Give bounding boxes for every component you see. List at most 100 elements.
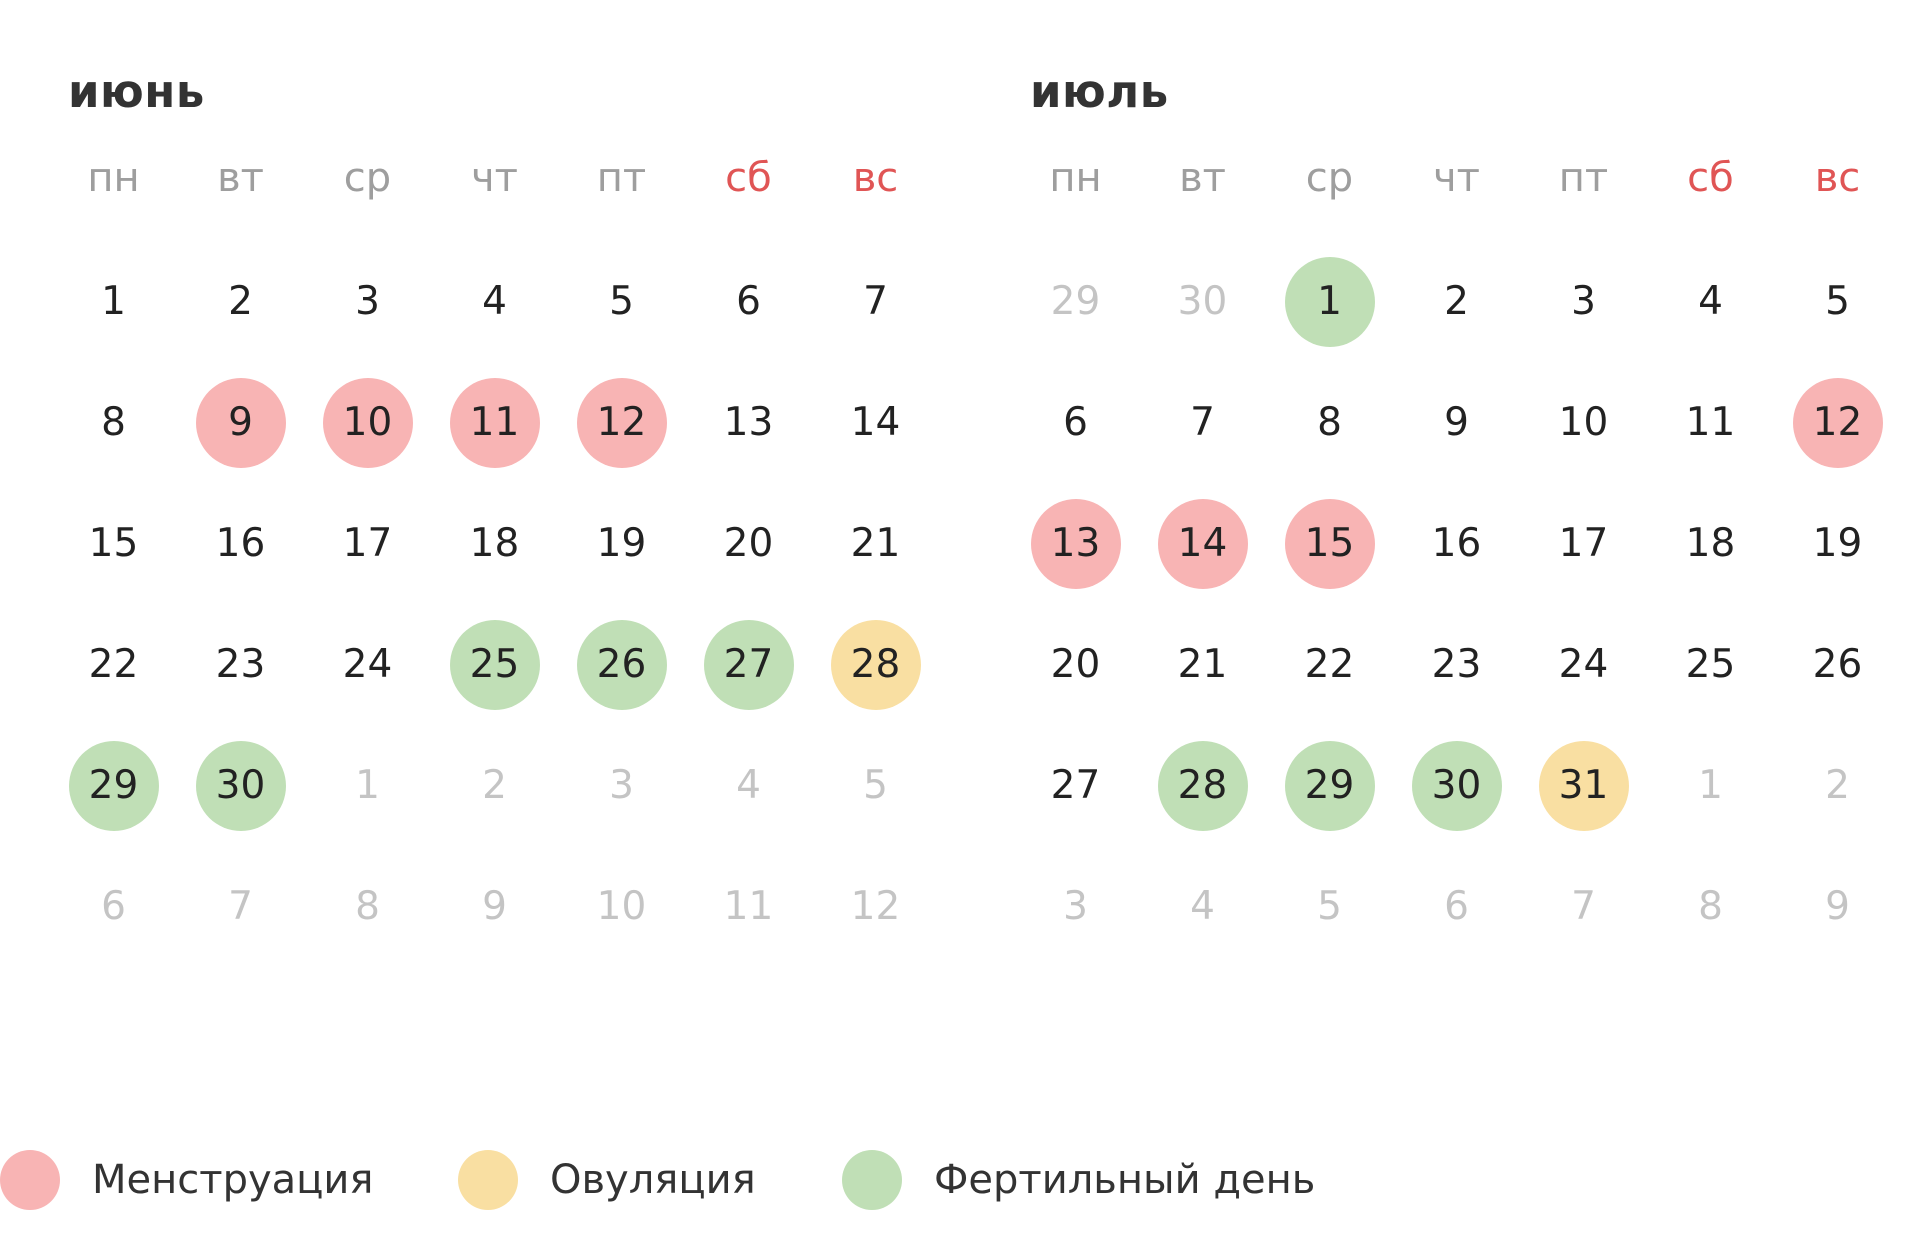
calendar-day[interactable]: 11 [1647,362,1774,483]
calendar-day-fertile[interactable]: 29 [50,725,177,846]
calendar-day[interactable]: 22 [50,604,177,725]
calendar-day[interactable]: 17 [1520,483,1647,604]
calendar-day-fertile[interactable]: 26 [558,604,685,725]
calendar-day[interactable]: 18 [1647,483,1774,604]
calendar-day[interactable]: 5 [1774,241,1901,362]
calendar-day[interactable]: 22 [1266,604,1393,725]
calendar-day-other-month[interactable]: 1 [1647,725,1774,846]
calendar-day-menstruation[interactable]: 10 [304,362,431,483]
calendar-day-other-month[interactable]: 3 [1012,846,1139,967]
calendar-day[interactable]: 16 [177,483,304,604]
day-number: 30 [1411,740,1502,831]
day-number: 16 [215,521,266,566]
calendar-day[interactable]: 10 [1520,362,1647,483]
calendar-day[interactable]: 19 [1774,483,1901,604]
calendar-day-other-month[interactable]: 8 [1647,846,1774,967]
calendar-day[interactable]: 8 [1266,362,1393,483]
calendar-day[interactable]: 23 [1393,604,1520,725]
calendar-day[interactable]: 24 [1520,604,1647,725]
calendar-day[interactable]: 21 [1139,604,1266,725]
calendar-day-fertile[interactable]: 30 [177,725,304,846]
day-number: 23 [215,642,266,687]
calendar-day[interactable]: 14 [812,362,939,483]
day-number: 18 [469,521,520,566]
calendar-day-other-month[interactable]: 9 [1774,846,1901,967]
calendar-day[interactable]: 7 [1139,362,1266,483]
calendar-day-other-month[interactable]: 8 [304,846,431,967]
calendar-day-other-month[interactable]: 4 [1139,846,1266,967]
calendar-day-other-month[interactable]: 2 [431,725,558,846]
calendar-day[interactable]: 15 [50,483,177,604]
calendar-day[interactable]: 24 [304,604,431,725]
calendar-day[interactable]: 5 [558,241,685,362]
calendar-day-fertile[interactable]: 29 [1266,725,1393,846]
calendar-day-menstruation[interactable]: 15 [1266,483,1393,604]
calendar-day-other-month[interactable]: 12 [812,846,939,967]
calendar-day[interactable]: 3 [304,241,431,362]
calendar-day-fertile[interactable]: 1 [1266,241,1393,362]
calendar-day[interactable]: 21 [812,483,939,604]
day-number: 15 [1284,498,1375,589]
calendar-day-menstruation[interactable]: 12 [1774,362,1901,483]
weekday-label-weekend: сб [1687,155,1734,201]
calendar-day[interactable]: 18 [431,483,558,604]
calendar-day-other-month[interactable]: 30 [1139,241,1266,362]
calendar-day[interactable]: 27 [1012,725,1139,846]
day-number: 6 [1063,400,1088,445]
calendar-day-other-month[interactable]: 10 [558,846,685,967]
calendar-day-other-month[interactable]: 5 [812,725,939,846]
calendar-day-fertile[interactable]: 28 [1139,725,1266,846]
day-number: 12 [850,884,901,929]
weekday-label: пт [1558,155,1609,201]
calendar-day-menstruation[interactable]: 9 [177,362,304,483]
calendar-day[interactable]: 20 [685,483,812,604]
calendar-day-menstruation[interactable]: 14 [1139,483,1266,604]
calendar-day[interactable]: 20 [1012,604,1139,725]
calendar-day[interactable]: 6 [685,241,812,362]
calendar-day-other-month[interactable]: 11 [685,846,812,967]
calendar-day[interactable]: 25 [1647,604,1774,725]
calendar-day[interactable]: 2 [177,241,304,362]
day-number: 3 [1571,279,1596,324]
calendar-day[interactable]: 4 [431,241,558,362]
day-number: 6 [101,884,126,929]
calendar-day-other-month[interactable]: 6 [1393,846,1520,967]
calendar-day-other-month[interactable]: 5 [1266,846,1393,967]
day-grid: 29 30 1 2 3 4 5 6 7 8 9 10 11 12 13 14 15 16 17 18 19 20 21 22 2… [1012,241,1901,967]
calendar-day-ovulation[interactable]: 31 [1520,725,1647,846]
day-number: 16 [1431,521,1482,566]
calendar-day[interactable]: 19 [558,483,685,604]
calendar-day-other-month[interactable]: 2 [1774,725,1901,846]
calendar-day-other-month[interactable]: 4 [685,725,812,846]
day-number: 27 [1050,763,1101,808]
calendar-day-menstruation[interactable]: 13 [1012,483,1139,604]
calendar-day[interactable]: 9 [1393,362,1520,483]
calendar-day[interactable]: 7 [812,241,939,362]
calendar-day[interactable]: 8 [50,362,177,483]
calendar-day-other-month[interactable]: 7 [177,846,304,967]
calendar-day[interactable]: 6 [1012,362,1139,483]
day-number: 23 [1431,642,1482,687]
calendar-day-other-month[interactable]: 7 [1520,846,1647,967]
calendar-day[interactable]: 4 [1647,241,1774,362]
calendar-day-other-month[interactable]: 9 [431,846,558,967]
calendar-day[interactable]: 23 [177,604,304,725]
calendar-day[interactable]: 16 [1393,483,1520,604]
calendar-day-fertile[interactable]: 27 [685,604,812,725]
calendar-day-other-month[interactable]: 29 [1012,241,1139,362]
calendar-day-other-month[interactable]: 1 [304,725,431,846]
day-number: 1 [1698,763,1723,808]
calendar-day[interactable]: 26 [1774,604,1901,725]
calendar-day-fertile[interactable]: 25 [431,604,558,725]
calendar-day[interactable]: 1 [50,241,177,362]
calendar-day[interactable]: 3 [1520,241,1647,362]
calendar-day-ovulation[interactable]: 28 [812,604,939,725]
calendar-day-fertile[interactable]: 30 [1393,725,1520,846]
calendar-day[interactable]: 2 [1393,241,1520,362]
calendar-day-menstruation[interactable]: 11 [431,362,558,483]
calendar-day[interactable]: 17 [304,483,431,604]
calendar-day-other-month[interactable]: 6 [50,846,177,967]
calendar-day-menstruation[interactable]: 12 [558,362,685,483]
calendar-day-other-month[interactable]: 3 [558,725,685,846]
calendar-day[interactable]: 13 [685,362,812,483]
